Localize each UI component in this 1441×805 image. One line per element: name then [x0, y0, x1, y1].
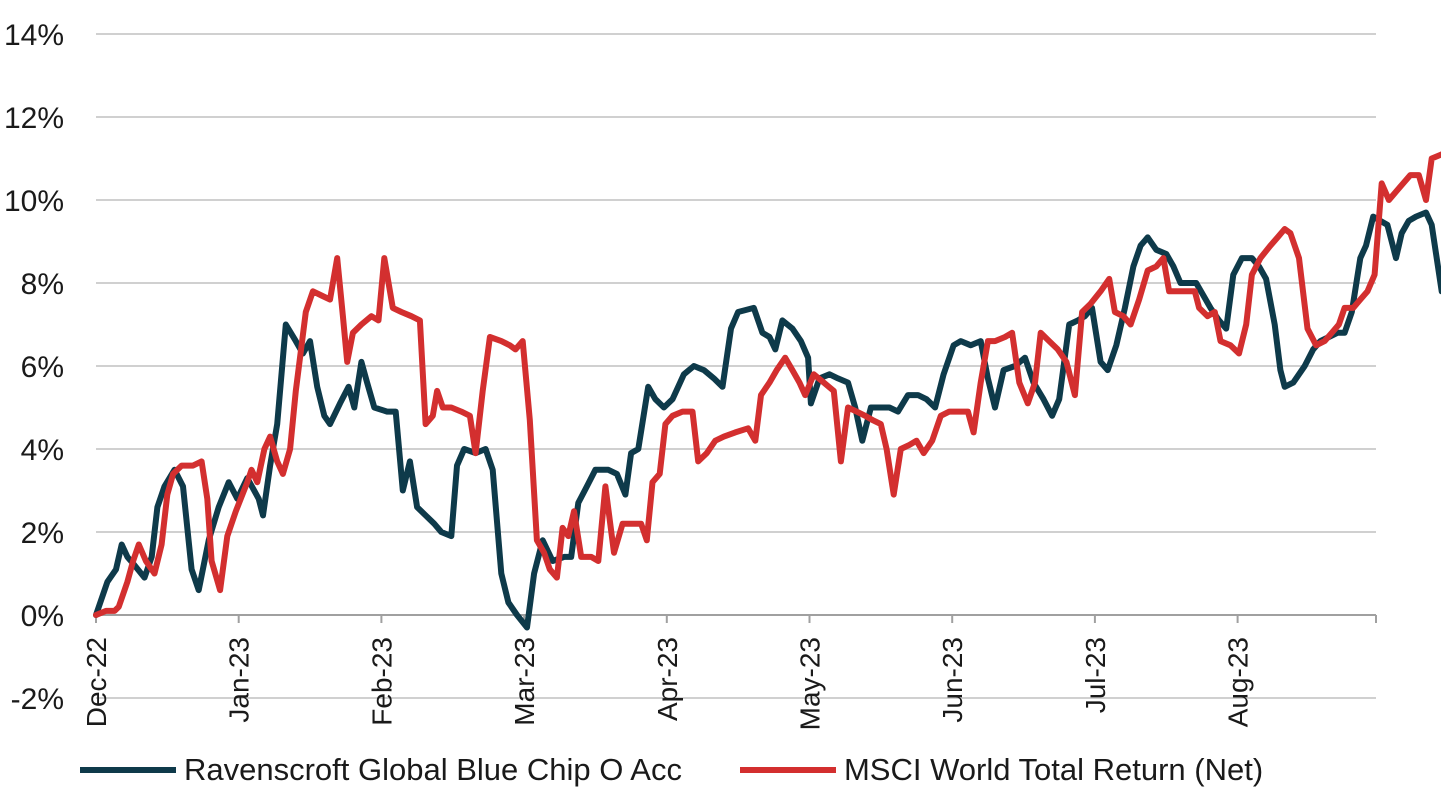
series-line-benchmark	[93, 151, 1441, 618]
x-tick-label: Jan-23	[224, 637, 255, 723]
x-tick-label: Mar-23	[509, 637, 540, 726]
y-tick-label: 4%	[21, 434, 64, 467]
legend-swatch-fund	[80, 767, 176, 773]
legend-label-benchmark: MSCI World Total Return (Net)	[843, 752, 1264, 787]
x-tick-label: Apr-23	[652, 637, 683, 721]
x-tick-label: Jul-23	[1080, 637, 1111, 713]
series-lines	[93, 151, 1441, 631]
y-axis-ticks: -2% 0% 2% 4% 6% 8% 10% 12% 14%	[4, 19, 64, 716]
x-axis: Dec-22 Jan-23 Feb-23 Mar-23 Apr-23 May-23 Jun-…	[81, 614, 1377, 730]
legend-item-fund: Ravenscroft Global Blue Chip O Acc	[80, 752, 682, 788]
legend: Ravenscroft Global Blue Chip O Acc MSCI …	[80, 752, 1321, 788]
y-tick-label: 0%	[21, 600, 64, 633]
x-tick-label: May-23	[795, 637, 826, 730]
y-tick-label: 2%	[21, 517, 64, 550]
series-line-fund	[93, 209, 1441, 631]
x-tick-label: Aug-23	[1223, 637, 1254, 727]
y-tick-label: -2%	[11, 683, 64, 716]
y-tick-label: 12%	[4, 102, 64, 135]
legend-label-fund: Ravenscroft Global Blue Chip O Acc	[184, 752, 682, 787]
gridlines	[96, 33, 1376, 699]
legend-swatch-benchmark	[739, 767, 836, 773]
x-tick-label: Feb-23	[366, 637, 397, 726]
y-tick-label: 8%	[21, 268, 64, 301]
y-tick-label: 6%	[21, 351, 64, 384]
legend-item-benchmark: MSCI World Total Return (Net)	[739, 752, 1264, 788]
x-tick-label: Jun-23	[937, 637, 968, 723]
y-tick-label: 14%	[4, 19, 64, 52]
x-tick-label: Dec-22	[81, 637, 112, 727]
y-tick-label: 10%	[4, 185, 64, 218]
